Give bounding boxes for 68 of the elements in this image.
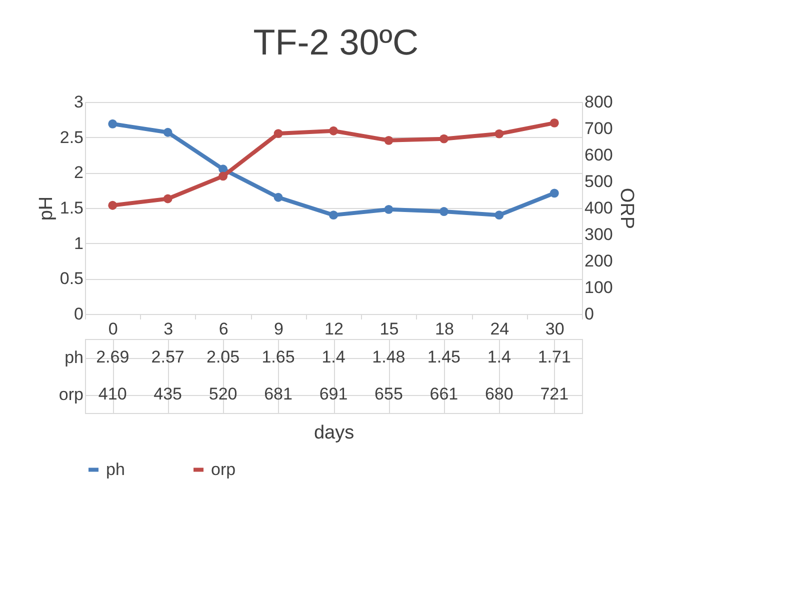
y-tick-label: 1	[74, 234, 84, 253]
y2-tick-label: 600	[584, 146, 613, 164]
data-label: 661	[430, 384, 458, 404]
text: orp	[58, 385, 84, 404]
point	[439, 207, 448, 216]
point	[329, 126, 338, 136]
point	[384, 204, 394, 214]
legend-label: ph	[106, 460, 125, 479]
y-tick-label: 1.5	[60, 198, 84, 218]
legend-label: orp	[211, 460, 236, 479]
y2-axis-title: ORP	[616, 188, 637, 230]
data-label: 691	[319, 384, 348, 404]
x-tick-label: 9	[274, 320, 284, 338]
point	[274, 192, 283, 202]
text: ph	[64, 348, 84, 367]
x-tick-label: 24	[490, 320, 510, 338]
data-label: 1.4	[487, 348, 511, 366]
data-label: 2.57	[151, 348, 184, 366]
y-tick-label: 0	[74, 304, 84, 324]
point	[494, 210, 504, 220]
y2-tick-label: 500	[584, 172, 613, 191]
point	[218, 172, 228, 181]
data-label: 1.65	[262, 348, 295, 366]
point	[384, 136, 394, 145]
point	[108, 119, 118, 128]
x-tick-label: 6	[218, 320, 228, 338]
x-axis-title: days	[314, 422, 354, 444]
data-label: 1.48	[372, 348, 406, 366]
point	[550, 118, 559, 128]
data-label: 1.45	[427, 348, 460, 366]
point	[329, 210, 338, 220]
y-tick-label: 0.5	[60, 269, 84, 288]
data-label: 435	[154, 384, 182, 404]
point	[163, 194, 172, 204]
x-tick-label: 18	[434, 320, 454, 338]
point	[274, 129, 283, 138]
data-label: 2.69	[96, 348, 130, 366]
data-label: 680	[484, 384, 514, 404]
x-tick-label: 12	[324, 320, 344, 338]
x-tick-label: 30	[545, 320, 564, 338]
y2-tick-label: 400	[584, 198, 613, 218]
point	[494, 129, 504, 138]
data-label: 520	[208, 384, 238, 404]
y-tick-label: 2	[74, 163, 84, 182]
x-tick-label: 0	[108, 320, 118, 338]
data-label: 1.71	[538, 348, 571, 366]
x-tick-label: 15	[380, 320, 399, 338]
data-label: 2.05	[206, 348, 240, 366]
data-label: 410	[98, 384, 127, 404]
x-tick-label: 3	[164, 320, 174, 338]
y2-tick-label: 800	[584, 92, 613, 112]
data-label: 681	[264, 384, 292, 404]
y2-tick-label: 200	[584, 252, 613, 270]
data-label: 721	[540, 384, 569, 404]
data-label: 655	[374, 384, 403, 404]
y2-tick-label: 300	[584, 225, 613, 244]
y2-tick-label: 0	[584, 304, 594, 324]
y-tick-label: 2.5	[60, 128, 84, 147]
y2-tick-label: 700	[584, 119, 613, 138]
point	[439, 134, 448, 144]
data-label: 1.4	[322, 348, 346, 366]
y2-tick-label: 100	[584, 278, 613, 297]
chart-title: TF-2 30ºC	[253, 22, 418, 62]
y-axis-title: pH	[36, 196, 57, 221]
point	[550, 188, 559, 198]
y-tick-label: 3	[74, 92, 84, 112]
point	[108, 200, 118, 210]
point	[163, 128, 172, 137]
